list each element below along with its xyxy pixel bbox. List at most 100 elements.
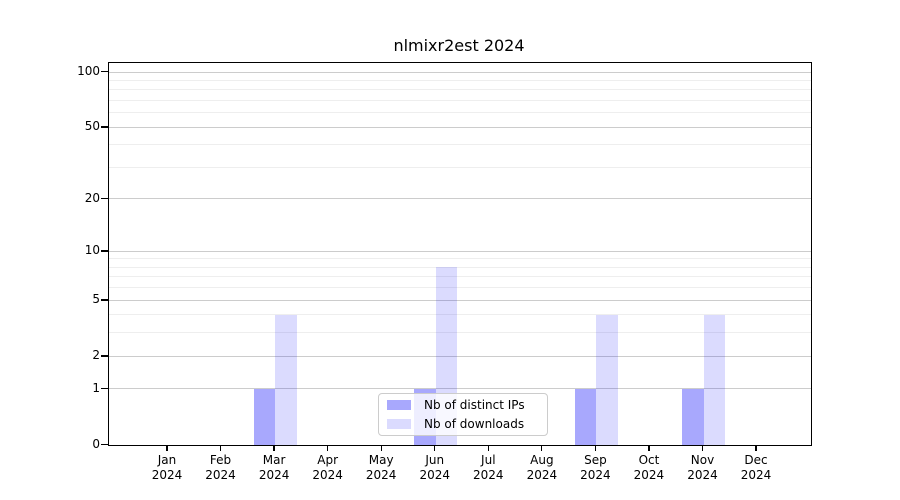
- minor-gridline: [109, 258, 811, 260]
- x-axis-tick: [380, 445, 382, 452]
- x-tick-month: May: [368, 453, 394, 467]
- y-axis-tick: [101, 126, 108, 128]
- y-axis-tick: [101, 299, 108, 301]
- y-axis-tick: [101, 250, 108, 252]
- x-tick-month: Nov: [690, 453, 715, 467]
- major-gridline: [109, 355, 811, 357]
- x-tick-month: Aug: [530, 453, 554, 467]
- x-tick-year: 2024: [473, 468, 504, 482]
- x-tick-label: Nov 2024: [671, 453, 735, 483]
- x-tick-year: 2024: [633, 468, 665, 482]
- y-tick-label: 20: [84, 190, 100, 205]
- x-axis-tick: [755, 445, 757, 452]
- x-tick-label: Apr 2024: [296, 453, 360, 483]
- legend: Nb of distinct IPs Nb of downloads: [378, 393, 548, 436]
- y-tick-label: 100: [77, 64, 100, 79]
- x-axis-tick: [166, 445, 168, 452]
- bar-nb-of-distinct-ips-sep: [574, 389, 597, 445]
- bar-nb-of-distinct-ips-nov: [682, 389, 704, 445]
- major-gridline: [109, 71, 811, 73]
- y-tick-label: 1: [92, 380, 100, 395]
- x-tick-month: Feb: [209, 453, 232, 467]
- x-axis-tick: [701, 445, 704, 452]
- x-tick-label: Oct 2024: [617, 453, 681, 483]
- minor-gridline: [109, 144, 811, 146]
- x-tick-label: Aug 2024: [510, 453, 574, 483]
- x-tick-month: Oct: [638, 453, 660, 467]
- x-tick-year: 2024: [365, 468, 397, 482]
- minor-gridline: [109, 287, 811, 289]
- bar-nb-of-downloads-nov: [703, 314, 725, 445]
- y-axis-tick: [101, 444, 108, 446]
- x-tick-year: 2024: [526, 468, 558, 482]
- y-axis-tick: [101, 71, 108, 73]
- x-tick-label: Jul 2024: [456, 453, 520, 483]
- minor-gridline: [109, 332, 811, 334]
- major-gridline: [109, 299, 811, 301]
- x-tick-label: Jan 2024: [135, 453, 199, 483]
- major-gridline: [109, 250, 811, 252]
- legend-swatch-downloads-icon: [387, 419, 411, 429]
- x-tick-year: 2024: [580, 468, 611, 482]
- x-axis-tick: [327, 445, 329, 452]
- major-gridline: [109, 198, 811, 200]
- x-tick-year: 2024: [205, 468, 236, 482]
- legend-item-distinct-ips: Nb of distinct IPs: [387, 398, 547, 412]
- x-axis-tick: [273, 445, 275, 452]
- x-tick-label: Jun 2024: [403, 453, 467, 483]
- x-tick-year: 2024: [312, 468, 343, 482]
- major-gridline: [109, 388, 811, 390]
- x-tick-month: Jan: [157, 453, 177, 467]
- minor-gridline: [109, 314, 811, 316]
- x-axis-tick: [487, 445, 489, 452]
- x-tick-label: Mar 2024: [242, 453, 306, 483]
- minor-gridline: [109, 167, 811, 168]
- x-tick-label: May 2024: [349, 453, 413, 483]
- x-tick-month: Jun: [425, 453, 445, 467]
- minor-gridline: [109, 89, 811, 91]
- legend-label-distinct-ips: Nb of distinct IPs: [424, 398, 525, 412]
- minor-gridline: [109, 100, 811, 102]
- minor-gridline: [109, 79, 811, 81]
- x-tick-year: 2024: [151, 468, 183, 482]
- x-axis-tick: [648, 445, 650, 452]
- major-gridline: [109, 126, 811, 128]
- legend-swatch-distinct-ips-icon: [387, 400, 411, 410]
- x-tick-year: 2024: [258, 468, 290, 482]
- minor-gridline: [109, 266, 811, 268]
- x-tick-month: Apr: [317, 453, 339, 467]
- bars-layer: [109, 63, 811, 445]
- y-axis-tick: [101, 355, 108, 357]
- y-axis-tick: [101, 197, 108, 200]
- y-tick-label: 10: [84, 243, 100, 258]
- x-tick-label: Dec 2024: [724, 453, 788, 483]
- bar-nb-of-downloads-sep: [596, 314, 618, 445]
- grid-layer: [109, 63, 811, 445]
- x-axis-tick: [434, 445, 436, 452]
- x-tick-year: 2024: [740, 468, 772, 482]
- x-tick-month: Jul: [481, 453, 496, 467]
- y-tick-label: 0: [92, 437, 100, 451]
- x-tick-month: Sep: [584, 453, 607, 467]
- plot-area: [108, 62, 812, 446]
- x-axis-tick: [541, 445, 543, 452]
- legend-label-downloads: Nb of downloads: [424, 417, 525, 431]
- bar-nb-of-downloads-mar: [275, 314, 297, 445]
- x-tick-label: Sep 2024: [563, 453, 627, 483]
- x-tick-month: Mar: [262, 453, 286, 467]
- x-tick-label: Feb 2024: [189, 453, 253, 483]
- y-tick-label: 2: [92, 348, 100, 363]
- y-tick-label: 5: [92, 292, 100, 307]
- minor-gridline: [109, 276, 811, 278]
- x-axis-tick: [594, 445, 597, 452]
- y-axis-tick: [101, 387, 108, 390]
- x-tick-year: 2024: [419, 468, 451, 482]
- x-axis-tick: [219, 445, 222, 452]
- minor-gridline: [109, 112, 811, 114]
- bar-nb-of-distinct-ips-mar: [253, 389, 276, 445]
- x-tick-year: 2024: [687, 468, 718, 482]
- legend-item-downloads: Nb of downloads: [387, 417, 547, 431]
- x-tick-month: Dec: [744, 453, 768, 467]
- chart-title: nlmixr2est 2024: [393, 36, 525, 55]
